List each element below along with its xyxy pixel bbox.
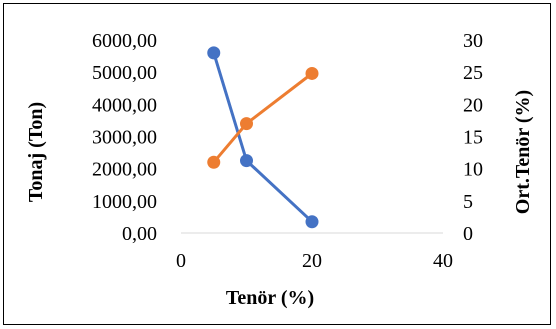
y-left-tick-label: 3000,00: [92, 127, 157, 149]
series-2-point: [305, 66, 319, 80]
series-1-point: [207, 46, 221, 60]
series-layer: [207, 46, 319, 229]
y-left-tick-label: 2000,00: [92, 159, 157, 181]
y-right-tick-labels: 0 5 10 15 20 25 30: [463, 30, 483, 245]
series-2-point: [207, 155, 221, 169]
x-tick-label: 40: [433, 250, 453, 272]
x-tick-label: 0: [176, 250, 186, 272]
y-right-tick-label: 25: [463, 62, 483, 84]
y-axis-left-title: Tonaj (Ton): [25, 102, 47, 202]
series-2-point: [240, 117, 253, 131]
y-right-tick-label: 5: [463, 191, 473, 213]
series-2-line: [212, 72, 313, 164]
y-left-tick-label: 6000,00: [92, 30, 157, 52]
y-right-tick-label: 0: [463, 223, 473, 245]
series-1-line: [212, 52, 314, 223]
y-left-tick-label: 5000,00: [92, 62, 157, 84]
x-axis-title: Tenör (%): [226, 287, 314, 309]
y-right-tick-label: 30: [463, 30, 483, 52]
series-1-point: [305, 215, 319, 229]
series-1-point: [240, 154, 253, 168]
chart-frame: [3, 3, 551, 325]
x-tick-label: 20: [302, 250, 322, 272]
y-left-tick-labels: 0,00 1000,00 2000,00 3000,00 4000,00 5000,00 6…: [92, 30, 157, 245]
y-left-tick-label: 0,00: [122, 223, 157, 245]
x-tick-labels: 0 20 40: [176, 250, 453, 272]
y-axis-right-title: Ort.Tenör (%): [512, 90, 534, 214]
y-left-tick-label: 1000,00: [92, 191, 157, 213]
y-left-tick-label: 4000,00: [92, 94, 157, 116]
y-right-tick-label: 15: [463, 127, 483, 149]
y-right-tick-label: 20: [463, 94, 483, 116]
y-right-tick-label: 10: [463, 159, 483, 181]
